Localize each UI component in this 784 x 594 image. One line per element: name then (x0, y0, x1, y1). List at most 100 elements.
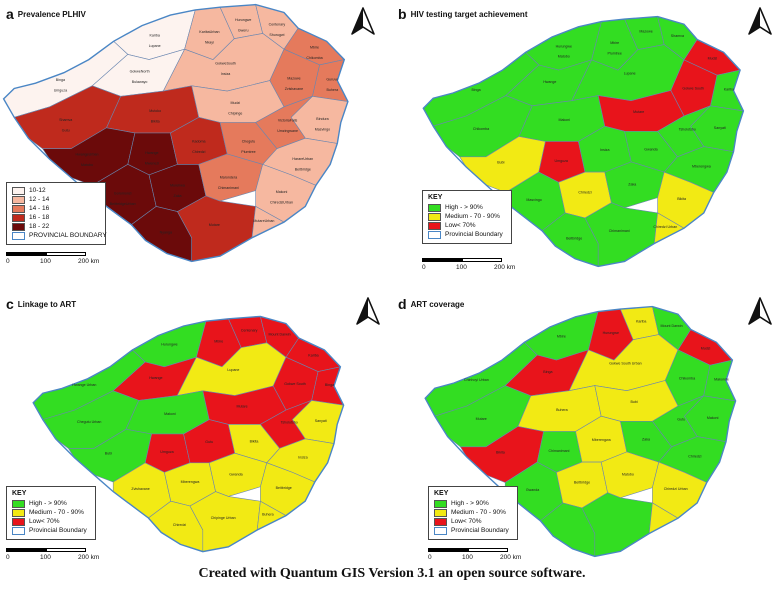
district-label: Makoni (164, 412, 176, 416)
district-label: Masvingo (315, 127, 330, 131)
legend-entry: Low< 70% (428, 221, 506, 230)
district-label: Umguza (160, 450, 173, 454)
panel-c: c Linkage to ART Hurungwe Mbire Centenary Mo… (0, 290, 392, 570)
panel-title-c: c Linkage to ART (6, 296, 76, 312)
district-label: Umguza (54, 88, 67, 92)
scale-label: 200 km (500, 554, 522, 561)
legend-a: 10-12 12 - 14 14 - 16 16 - 18 18 - 22 PROVINC… (6, 182, 107, 245)
scale-label: 0 (6, 258, 10, 265)
district-label: Mudzi (708, 56, 718, 60)
map-b: Hurungwe Mbire Mazowe Shamva Mudzi Kariba Bing… (422, 15, 745, 268)
district-label: VictoriaFalls (278, 119, 298, 123)
legend-entry: High - > 90% (434, 499, 512, 508)
legend-entry: 12 - 14 (12, 195, 100, 204)
legend-entry: PROVINCIAL BOUNDARY (12, 231, 107, 240)
legend-swatch (12, 508, 25, 517)
district-label: Makonde (714, 378, 729, 382)
district-label: Zaka (628, 183, 636, 187)
legend-entry: 14 - 16 (12, 204, 100, 213)
scale-label: 200 km (78, 554, 100, 561)
district-label: Hwange Urban (72, 383, 96, 387)
district-label: Sanyati (714, 126, 726, 130)
district-label: Mutare (633, 110, 644, 114)
district-label: Plumtree (608, 51, 622, 55)
district-label: Beitbridge (276, 486, 292, 490)
district-label: Gutu (205, 440, 213, 444)
legend-label: 18 - 22 (29, 223, 50, 230)
district-label: Chiredzi Urban (664, 487, 688, 491)
legend-entry: Provincial Boundary (12, 526, 90, 535)
scale-segment (46, 548, 86, 552)
district-label: Gweru (238, 29, 249, 33)
legend-entry: Medium - 70 - 90% (428, 212, 506, 221)
legend-label: 10-12 (29, 187, 46, 194)
scale-label: 100 (40, 554, 51, 561)
legend-swatch (12, 517, 25, 526)
legend-label: 16 - 18 (29, 214, 50, 221)
legend-d: KEY High - > 90% Medium - 70 - 90% Low< 70%… (428, 486, 518, 540)
legend-label: Provincial Boundary (451, 527, 509, 534)
legend-label: Low< 70% (29, 518, 60, 525)
district-label: Centenary (241, 328, 258, 332)
district-label: Chiredzi Urban (653, 225, 677, 229)
panel-b: b HIV testing target achievement Hurungwe… (392, 0, 784, 280)
district-label: Makoni (707, 416, 719, 420)
district-label: Chipinge Urban (211, 516, 236, 520)
district-label: Sanyati (315, 419, 327, 423)
district-label: Zaka (174, 194, 182, 198)
district-label: Chikomba (473, 127, 489, 131)
legend-label: PROVINCIAL BOUNDARY (29, 232, 107, 239)
district-label: Mwenezi (145, 161, 159, 165)
scale-segment (6, 252, 46, 256)
panel-title-text-b: HIV testing target achievement (410, 10, 528, 19)
district-label: Shamva (671, 34, 684, 38)
scale-segment (468, 548, 508, 552)
district-label: Buhera (556, 408, 568, 412)
scale-segment (422, 258, 462, 262)
district-label: Gokwe South Urban (609, 362, 641, 366)
district-label: Murehwa (170, 183, 185, 187)
district-label: Masvingo (526, 198, 541, 202)
district-label: Lupane (227, 368, 239, 372)
district-label: Mount Darwin (661, 324, 683, 328)
district-label: Gutu (62, 129, 70, 133)
legend-label: 12 - 14 (29, 196, 50, 203)
district-label: Chimanimani (609, 229, 630, 233)
district-label: Shamva (59, 118, 72, 122)
legend-swatch (12, 231, 25, 240)
district-label: Chimanimani (218, 186, 239, 190)
legend-swatch (12, 526, 25, 535)
district-label: Nyanga (160, 231, 172, 235)
scale-label: 200 km (494, 264, 516, 271)
provincial-boundary (2, 3, 349, 263)
legend-swatch (434, 526, 447, 535)
district-label: Marondera (220, 175, 237, 179)
district-label: Binga (471, 88, 480, 92)
district-label: Lupane (149, 44, 161, 48)
legend-label: Provincial Boundary (29, 527, 87, 534)
panel-title-text-a: Prevalence PLHIV (17, 10, 86, 19)
district-label: Bindura (316, 117, 328, 121)
map-d: Mbire Hurungwe Kariba Mount Darwin Mudzi Mako… (424, 305, 737, 558)
district-label: Mbire (214, 339, 223, 343)
district-label: Hwange (543, 80, 556, 84)
district-label: Mutare (476, 417, 487, 421)
figure-caption: Created with Quantum GIS Version 3.1 an … (198, 566, 586, 581)
district-label: Tsholotsho (679, 127, 696, 131)
district-label: Matobo (622, 473, 634, 477)
panel-title-a: a Prevalence PLHIV (6, 6, 86, 22)
district-label: Hwange (149, 376, 162, 380)
legend-label: Medium - 70 - 90% (29, 509, 84, 516)
district-label: HarareUrban (292, 157, 313, 161)
district-label: MutareUrban (253, 219, 274, 223)
legend-key-title: KEY (428, 194, 443, 201)
district-label: Bikita (151, 120, 160, 124)
district-label: Insiza (600, 148, 609, 152)
panel-title-text-d: ART coverage (410, 300, 465, 309)
district-label: Mudzi (231, 101, 241, 105)
district-label: Bikita (250, 440, 259, 444)
legend-entry: High - > 90% (12, 499, 90, 508)
legend-label: Low< 70% (445, 222, 476, 229)
legend-swatch (12, 213, 25, 222)
district-label: Mount Darwin (269, 333, 291, 337)
